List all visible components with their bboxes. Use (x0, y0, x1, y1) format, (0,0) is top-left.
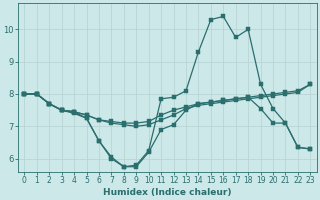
X-axis label: Humidex (Indice chaleur): Humidex (Indice chaleur) (103, 188, 232, 197)
